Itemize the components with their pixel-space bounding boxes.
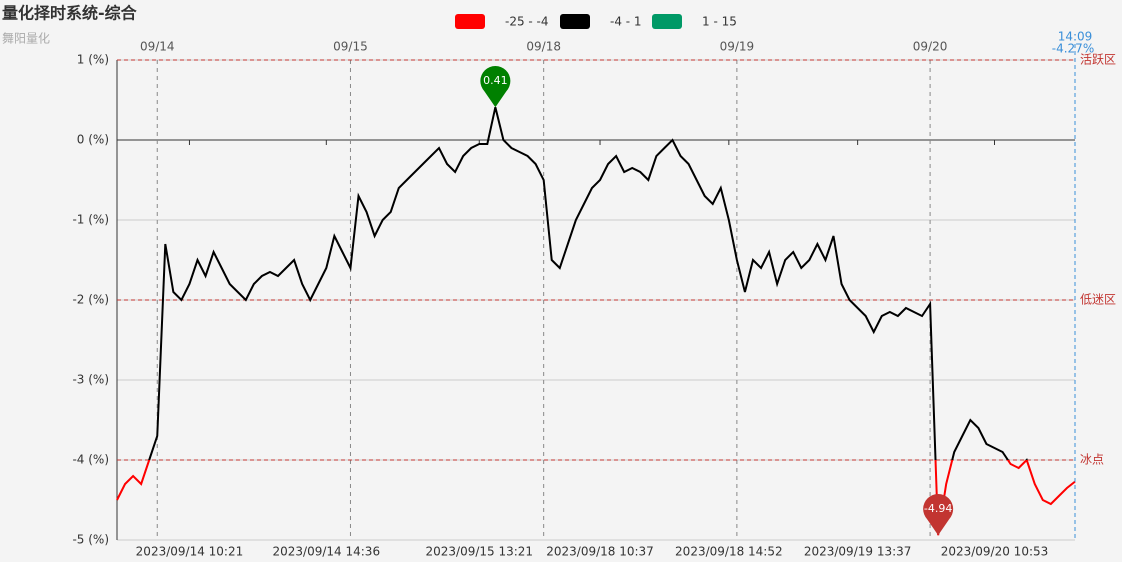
y-tick-label: -5 (%) <box>72 533 109 547</box>
day-label: 09/14 <box>140 40 175 54</box>
mark-pin-label: -4.94 <box>924 502 952 515</box>
y-tick-label: 0 (%) <box>77 133 109 147</box>
x-tick-label: 2023/09/14 10:21 <box>136 545 244 559</box>
legend-label: -4 - 1 <box>610 15 642 29</box>
legend-swatch <box>455 14 485 29</box>
legend-swatch <box>560 14 590 29</box>
x-tick-label: 2023/09/18 10:37 <box>546 545 654 559</box>
day-label: 09/15 <box>333 40 368 54</box>
series-line <box>116 106 1076 536</box>
y-tick-label: -4 (%) <box>72 453 109 467</box>
mark-pin <box>480 66 511 108</box>
x-tick-label: 2023/09/19 13:37 <box>804 545 912 559</box>
x-tick-label: 2023/09/15 13:21 <box>425 545 533 559</box>
legend-label: 1 - 15 <box>702 15 737 29</box>
mark-line-label: 活跃区 <box>1080 53 1116 67</box>
mark-line-label: 冰点 <box>1080 453 1104 467</box>
mark-pin-label: 0.41 <box>483 74 508 87</box>
mark-pin <box>923 494 954 536</box>
legend-label: -25 - -4 <box>505 15 549 29</box>
chart-title: 量化择时系统-综合 <box>2 4 138 23</box>
x-tick-label: 2023/09/18 14:52 <box>675 545 783 559</box>
day-label: 09/18 <box>526 40 561 54</box>
y-tick-label: -3 (%) <box>72 373 109 387</box>
end-time-label: 14:09 <box>1058 30 1093 44</box>
legend-swatch <box>652 14 682 29</box>
chart-subtitle: 舞阳量化 <box>2 32 50 46</box>
mark-line-label: 低迷区 <box>1080 293 1116 307</box>
day-label: 09/20 <box>913 40 948 54</box>
y-tick-label: 1 (%) <box>77 53 109 67</box>
y-tick-label: -1 (%) <box>72 213 109 227</box>
end-value-label: -4.27% <box>1052 42 1094 56</box>
x-tick-label: 2023/09/14 14:36 <box>273 545 381 559</box>
y-tick-label: -2 (%) <box>72 293 109 307</box>
x-tick-label: 2023/09/20 10:53 <box>941 545 1049 559</box>
day-label: 09/19 <box>720 40 755 54</box>
